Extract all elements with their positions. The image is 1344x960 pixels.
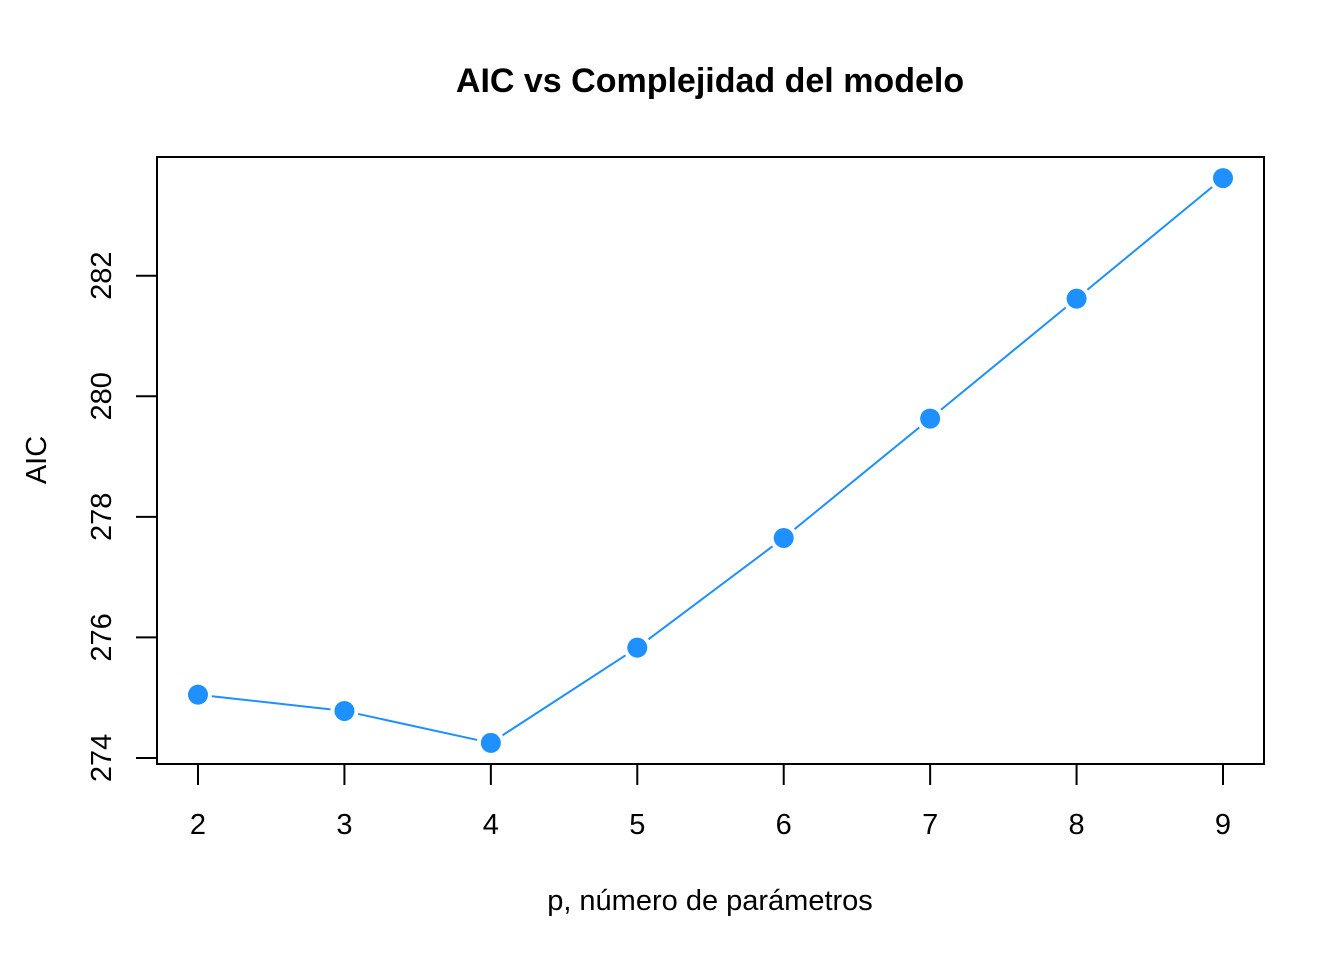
data-point <box>1213 168 1233 189</box>
series-layer <box>188 168 1233 753</box>
x-tick-label: 9 <box>1215 809 1231 841</box>
data-point <box>480 732 501 753</box>
x-tick-label: 3 <box>336 809 352 841</box>
x-tick-label: 4 <box>483 809 499 841</box>
x-tick-label: 5 <box>629 809 645 841</box>
data-point <box>773 527 794 548</box>
y-axis-label: AIC <box>21 436 53 484</box>
series-line-segment <box>357 712 478 741</box>
chart-title: AIC vs Complejidad del modelo <box>456 62 964 100</box>
y-axis: 274 276 278 280 282 <box>86 252 158 782</box>
series-line-segment <box>211 695 331 711</box>
data-point <box>627 637 648 658</box>
data-point <box>188 684 208 705</box>
y-tick-label: 278 <box>86 493 118 541</box>
data-point <box>1066 288 1087 309</box>
y-tick-label: 280 <box>86 372 118 420</box>
series-line-segment <box>940 306 1067 411</box>
x-axis-label: p, número de parámetros <box>547 885 873 917</box>
x-axis: 2 3 4 5 6 7 8 9 <box>190 763 1231 841</box>
x-tick-label: 2 <box>190 809 206 841</box>
series-line-segment <box>647 545 774 641</box>
y-tick-label: 282 <box>86 252 118 300</box>
x-tick-label: 8 <box>1069 809 1085 841</box>
data-point <box>334 700 355 721</box>
plot-frame <box>156 156 1265 765</box>
series-line-segment <box>793 426 920 530</box>
x-tick-label: 7 <box>922 809 938 841</box>
y-tick-label: 276 <box>86 613 118 661</box>
data-point <box>920 408 941 429</box>
y-tick-label: 274 <box>86 734 118 782</box>
x-tick-label: 6 <box>776 809 792 841</box>
series-line-segment <box>502 654 627 737</box>
series-line-segment <box>1086 186 1213 291</box>
